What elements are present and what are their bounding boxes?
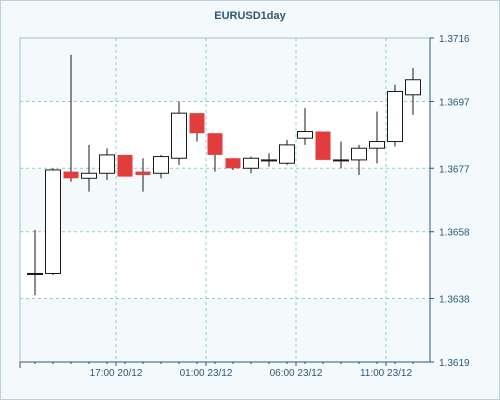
- y-axis-labels: 1.3716 1.3697 1.3677 1.3658 1.3638 1.3619: [439, 34, 470, 369]
- candle-body-bullish: [405, 79, 421, 96]
- chart-title: EURUSD1day: [214, 10, 286, 22]
- y-tick-label: 1.3677: [439, 164, 470, 175]
- candle-body-bullish: [27, 272, 43, 275]
- candle: [117, 154, 133, 177]
- candle: [387, 84, 403, 147]
- candle-body-bearish: [63, 171, 79, 179]
- x-tick-label: 17:00 20/12: [90, 368, 143, 379]
- candle-body-bearish: [225, 158, 241, 169]
- candle-body-bearish: [189, 113, 205, 134]
- candle-body-bullish: [261, 159, 277, 162]
- y-tick-label: 1.3716: [439, 34, 470, 45]
- x-tick-label: 01:00 23/12: [180, 368, 233, 379]
- x-axis-labels: 17:00 20/12 01:00 23/12 06:00 23/12 11:00 2…: [90, 368, 413, 379]
- candle-body-bullish: [297, 131, 313, 139]
- y-tick-label: 1.3697: [439, 97, 470, 108]
- candle: [207, 133, 223, 172]
- candle: [279, 139, 295, 165]
- candle-body-bearish: [135, 171, 151, 175]
- plot-band: [20, 101, 430, 169]
- candle: [135, 158, 151, 192]
- candle: [261, 153, 277, 167]
- candle: [27, 230, 43, 296]
- candle: [369, 111, 385, 164]
- candle-body-bullish: [99, 154, 115, 174]
- candle: [153, 154, 169, 179]
- candle: [351, 144, 367, 175]
- plot-background: [20, 38, 430, 362]
- candle: [81, 144, 97, 192]
- plot-bands: [20, 38, 430, 362]
- x-tick-label: 06:00 23/12: [270, 368, 323, 379]
- candle: [99, 148, 115, 180]
- candle: [405, 68, 421, 115]
- candle: [171, 101, 187, 165]
- candle-body-bullish: [45, 169, 61, 274]
- candle-body-bullish: [279, 144, 295, 164]
- axes: [19, 37, 434, 368]
- grid-lines: [20, 38, 430, 362]
- candle-body-bullish: [243, 157, 259, 169]
- candle: [315, 131, 331, 160]
- y-tick-label: 1.3619: [439, 358, 470, 369]
- y-tick-label: 1.3658: [439, 228, 470, 239]
- candle: [333, 141, 349, 169]
- candle: [225, 158, 241, 170]
- candle-body-bearish: [207, 133, 223, 155]
- candle-body-bullish: [153, 156, 169, 174]
- candle: [189, 113, 205, 142]
- candle-body-bearish: [315, 131, 331, 160]
- candle-body-bullish: [171, 112, 187, 159]
- candle-body-bullish: [351, 147, 367, 161]
- candle-body-bullish: [369, 141, 385, 149]
- candle: [45, 168, 61, 276]
- candle-body-bullish: [333, 159, 349, 162]
- y-tick-label: 1.3638: [439, 295, 470, 306]
- candle: [297, 108, 313, 145]
- candle: [243, 156, 259, 174]
- x-tick-label: 11:00 23/12: [360, 368, 413, 379]
- plot-band: [20, 231, 430, 299]
- candles: [27, 54, 421, 296]
- candle-body-bullish: [81, 172, 97, 179]
- candle-body-bullish: [387, 90, 403, 143]
- candle: [63, 54, 79, 182]
- candle-body-bearish: [117, 154, 133, 177]
